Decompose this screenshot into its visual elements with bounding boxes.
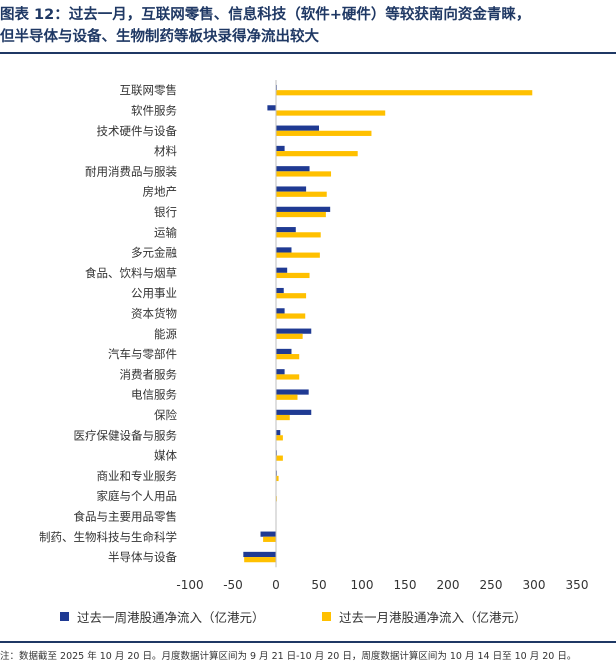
bar-week bbox=[276, 186, 307, 192]
category-label: 保险 bbox=[154, 408, 177, 422]
figure-title: 图表 12：过去一月，互联网零售、信息科技（软件+硬件）等较获南向资金青睐， 但… bbox=[0, 4, 616, 48]
category-label: 房地产 bbox=[143, 185, 178, 199]
bar-week bbox=[276, 287, 284, 294]
category-label: 能源 bbox=[154, 327, 177, 341]
category-label: 食品、饮料与烟草 bbox=[85, 266, 177, 280]
bar-month bbox=[276, 90, 533, 96]
category-label: 耐用消费品与服装 bbox=[85, 164, 177, 178]
bar-month bbox=[276, 394, 298, 400]
x-tick-label: 250 bbox=[480, 578, 503, 592]
chart-legend: 过去一周港股通净流入（亿港元） 过去一月港股通净流入（亿港元） bbox=[60, 607, 616, 627]
x-tick-label: 300 bbox=[523, 578, 546, 592]
bar-month bbox=[276, 293, 307, 299]
bar-week bbox=[276, 145, 285, 152]
bar-month bbox=[276, 333, 303, 339]
category-label: 资本货物 bbox=[131, 306, 177, 320]
category-label: 多元金融 bbox=[131, 246, 177, 260]
bar-month bbox=[276, 435, 283, 441]
x-tick-label: -50 bbox=[223, 578, 243, 592]
title-line-1: 图表 12：过去一月，互联网零售、信息科技（软件+硬件）等较获南向资金青睐， bbox=[0, 7, 531, 23]
bar-month bbox=[276, 191, 327, 197]
title-divider bbox=[0, 52, 616, 54]
bar-month bbox=[276, 475, 279, 482]
x-tick-label: 200 bbox=[437, 578, 460, 592]
source-note: 注：数据截至 2025 年 10 月 20 日。月度数据计算区间为 9 月 21… bbox=[0, 651, 577, 662]
category-label: 材料 bbox=[154, 144, 177, 158]
title-line-2: 但半导体与设备、生物制药等板块录得净流出较大 bbox=[0, 29, 319, 45]
category-label: 制药、生物科技与生命科学 bbox=[39, 530, 177, 544]
bar-week bbox=[276, 125, 319, 131]
legend-swatch-month bbox=[322, 612, 331, 621]
bar-week bbox=[276, 348, 292, 355]
bar-month bbox=[276, 130, 372, 136]
category-label: 公用事业 bbox=[131, 286, 177, 300]
category-label: 医疗保健设备与服务 bbox=[74, 428, 178, 442]
legend-item-week: 过去一周港股通净流入（亿港元） bbox=[60, 607, 265, 626]
legend-label-week: 过去一周港股通净流入（亿港元） bbox=[77, 610, 265, 625]
x-tick-label: 150 bbox=[394, 578, 417, 592]
bar-week bbox=[260, 531, 276, 537]
bar-week bbox=[276, 430, 281, 436]
bar-month bbox=[276, 414, 290, 421]
bar-week bbox=[276, 389, 309, 395]
legend-item-month: 过去一月港股通净流入（亿港元） bbox=[322, 607, 527, 626]
category-label: 媒体 bbox=[154, 449, 177, 463]
category-label: 技术硬件与设备 bbox=[97, 124, 178, 138]
bar-month bbox=[276, 232, 321, 238]
category-label: 银行 bbox=[154, 205, 177, 219]
category-label: 食品与主要用品零售 bbox=[74, 509, 178, 523]
bar-week bbox=[276, 247, 292, 253]
category-label: 半导体与设备 bbox=[108, 550, 177, 564]
bar-month bbox=[276, 455, 283, 461]
bar-month bbox=[263, 536, 276, 542]
x-tick-label: 0 bbox=[272, 578, 280, 592]
category-label: 互联网零售 bbox=[120, 83, 178, 97]
category-label: 消费者服务 bbox=[120, 367, 178, 381]
category-label: 家庭与个人用品 bbox=[97, 489, 178, 503]
x-tick-label: 350 bbox=[566, 578, 589, 592]
bar-chart: 互联网零售软件服务技术硬件与设备材料耐用消费品与服装房地产银行运输多元金融食品、… bbox=[39, 80, 589, 592]
bar-month bbox=[276, 171, 332, 177]
bar-month bbox=[276, 272, 310, 279]
bar-week bbox=[267, 105, 276, 111]
bar-week bbox=[276, 328, 312, 334]
category-label: 商业和专业服务 bbox=[97, 469, 178, 483]
bar-week bbox=[276, 369, 285, 375]
bar-month bbox=[276, 374, 300, 380]
x-tick-label: 100 bbox=[351, 578, 374, 592]
bar-month bbox=[276, 313, 306, 319]
legend-label-month: 过去一月港股通净流入（亿港元） bbox=[339, 610, 527, 625]
bar-month bbox=[276, 354, 300, 360]
category-label: 软件服务 bbox=[131, 103, 177, 117]
bar-week bbox=[276, 267, 288, 273]
bar-week bbox=[243, 551, 276, 558]
bar-month bbox=[244, 557, 276, 563]
bar-week bbox=[276, 206, 331, 212]
x-tick-label: 50 bbox=[311, 578, 326, 592]
category-label: 电信服务 bbox=[131, 388, 177, 402]
bar-month bbox=[276, 110, 386, 116]
legend-swatch-week bbox=[60, 612, 69, 621]
category-label: 运输 bbox=[154, 225, 177, 239]
bar-week bbox=[276, 227, 296, 233]
bar-week bbox=[276, 166, 310, 172]
category-label: 汽车与零部件 bbox=[108, 347, 177, 361]
bar-month bbox=[276, 211, 326, 218]
bar-week bbox=[276, 409, 312, 415]
bar-month bbox=[276, 151, 358, 157]
x-tick-label: -100 bbox=[176, 578, 203, 592]
bar-month bbox=[276, 252, 320, 258]
footer-divider bbox=[0, 641, 616, 643]
bar-week bbox=[276, 308, 285, 314]
